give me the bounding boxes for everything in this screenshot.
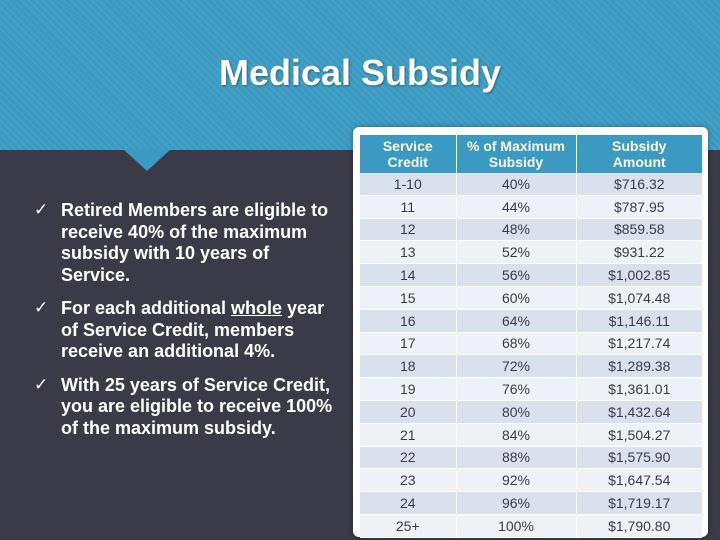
- cell-percent: 80%: [456, 400, 577, 424]
- cell-service-credit: 1-10: [360, 173, 457, 196]
- cell-service-credit: 14: [360, 263, 457, 287]
- subsidy-table-card: Service Credit % of Maximum Subsidy Subsid…: [353, 127, 708, 538]
- cell-service-credit: 23: [360, 468, 457, 493]
- bullet-text: With 25 years of Service Credit, you are…: [61, 374, 333, 438]
- table-row: 20 80% $1,432.64: [360, 400, 702, 424]
- cell-amount: $716.32: [576, 173, 702, 196]
- bullet-item: ✓ For each additional whole year of Serv…: [34, 298, 334, 363]
- cell-service-credit: 15: [360, 286, 457, 310]
- cell-service-credit: 19: [360, 377, 457, 401]
- table-row: 22 88% $1,575.90: [360, 446, 702, 470]
- cell-percent: 76%: [456, 377, 577, 401]
- subsidy-table: Service Credit % of Maximum Subsidy Subsid…: [360, 135, 702, 538]
- cell-percent: 92%: [456, 468, 577, 493]
- cell-amount: $1,790.80: [576, 514, 702, 538]
- table-row: 16 64% $1,146.11: [360, 309, 702, 333]
- cell-amount: $1,146.11: [576, 309, 702, 333]
- cell-percent: 56%: [456, 263, 577, 287]
- cell-percent: 60%: [456, 286, 577, 310]
- cell-service-credit: 11: [360, 195, 457, 219]
- header-service-credit: Service Credit: [360, 135, 457, 173]
- cell-amount: $931.22: [576, 240, 702, 265]
- cell-service-credit: 21: [360, 423, 457, 447]
- table-row: 12 48% $859.58: [360, 218, 702, 242]
- cell-amount: $1,074.48: [576, 286, 702, 310]
- table-row: 17 68% $1,217.74: [360, 332, 702, 356]
- table-header-row: Service Credit % of Maximum Subsidy Subsid…: [360, 135, 702, 173]
- bullet-item: ✓ With 25 years of Service Credit, you a…: [34, 375, 334, 440]
- cell-amount: $1,432.64: [576, 400, 702, 424]
- table-row: 24 96% $1,719.17: [360, 491, 702, 515]
- cell-amount: $1,504.27: [576, 423, 702, 447]
- cell-service-credit: 20: [360, 400, 457, 424]
- cell-percent: 72%: [456, 354, 577, 379]
- cell-percent: 52%: [456, 240, 577, 265]
- table-row: 19 76% $1,361.01: [360, 377, 702, 401]
- cell-amount: $1,575.90: [576, 446, 702, 470]
- check-icon: ✓: [34, 298, 49, 318]
- check-icon: ✓: [34, 200, 49, 220]
- cell-percent: 96%: [456, 491, 577, 515]
- bullet-text-start: For each additional: [61, 298, 232, 318]
- cell-amount: $1,719.17: [576, 491, 702, 515]
- cell-percent: 44%: [456, 195, 577, 219]
- table-row: 23 92% $1,647.54: [360, 468, 702, 493]
- table-row: 1-10 40% $716.32: [360, 173, 702, 196]
- bullet-text-emphasis: whole: [231, 298, 283, 318]
- cell-amount: $1,002.85: [576, 263, 702, 287]
- table-row: 18 72% $1,289.38: [360, 354, 702, 379]
- cell-service-credit: 17: [360, 332, 457, 356]
- header-subsidy-amount: Subsidy Amount: [576, 135, 702, 173]
- cell-percent: 68%: [456, 332, 577, 356]
- cell-percent: 48%: [456, 218, 577, 242]
- cell-percent: 40%: [456, 173, 577, 196]
- cell-service-credit: 13: [360, 240, 457, 265]
- table-row: 13 52% $931.22: [360, 240, 702, 265]
- table-body: 1-10 40% $716.32 11 44% $787.95 12 48% $859.58 13…: [360, 173, 702, 538]
- cell-service-credit: 12: [360, 218, 457, 242]
- cell-amount: $787.95: [576, 195, 702, 219]
- cell-service-credit: 16: [360, 309, 457, 333]
- cell-amount: $1,289.38: [576, 354, 702, 379]
- cell-service-credit: 18: [360, 354, 457, 379]
- header-banner: [0, 0, 720, 150]
- cell-amount: $1,361.01: [576, 377, 702, 401]
- cell-percent: 100%: [456, 514, 577, 538]
- table-row: 14 56% $1,002.85: [360, 263, 702, 287]
- header-percent-max: % of Maximum Subsidy: [456, 135, 577, 173]
- table-row: 11 44% $787.95: [360, 195, 702, 219]
- slide-title: Medical Subsidy: [218, 52, 502, 93]
- bullet-text-end: year of Service Credit, members receive …: [61, 298, 325, 361]
- table-row: 21 84% $1,504.27: [360, 423, 702, 447]
- table-row: 15 60% $1,074.48: [360, 286, 702, 310]
- cell-amount: $859.58: [576, 218, 702, 242]
- cell-service-credit: 22: [360, 446, 457, 470]
- bullet-item: ✓ Retired Members are eligible to receiv…: [34, 200, 334, 286]
- header-notch: [123, 149, 171, 171]
- cell-percent: 84%: [456, 423, 577, 447]
- bullet-text: Retired Members are eligible to receive …: [61, 200, 329, 285]
- table-row: 25+ 100% $1,790.80: [360, 514, 702, 538]
- cell-service-credit: 25+: [360, 514, 457, 538]
- cell-percent: 88%: [456, 446, 577, 470]
- cell-amount: $1,217.74: [576, 332, 702, 356]
- check-icon: ✓: [34, 374, 49, 395]
- cell-amount: $1,647.54: [576, 468, 702, 493]
- cell-percent: 64%: [456, 309, 577, 333]
- bullet-list: ✓ Retired Members are eligible to receiv…: [34, 200, 334, 451]
- cell-service-credit: 24: [360, 491, 457, 515]
